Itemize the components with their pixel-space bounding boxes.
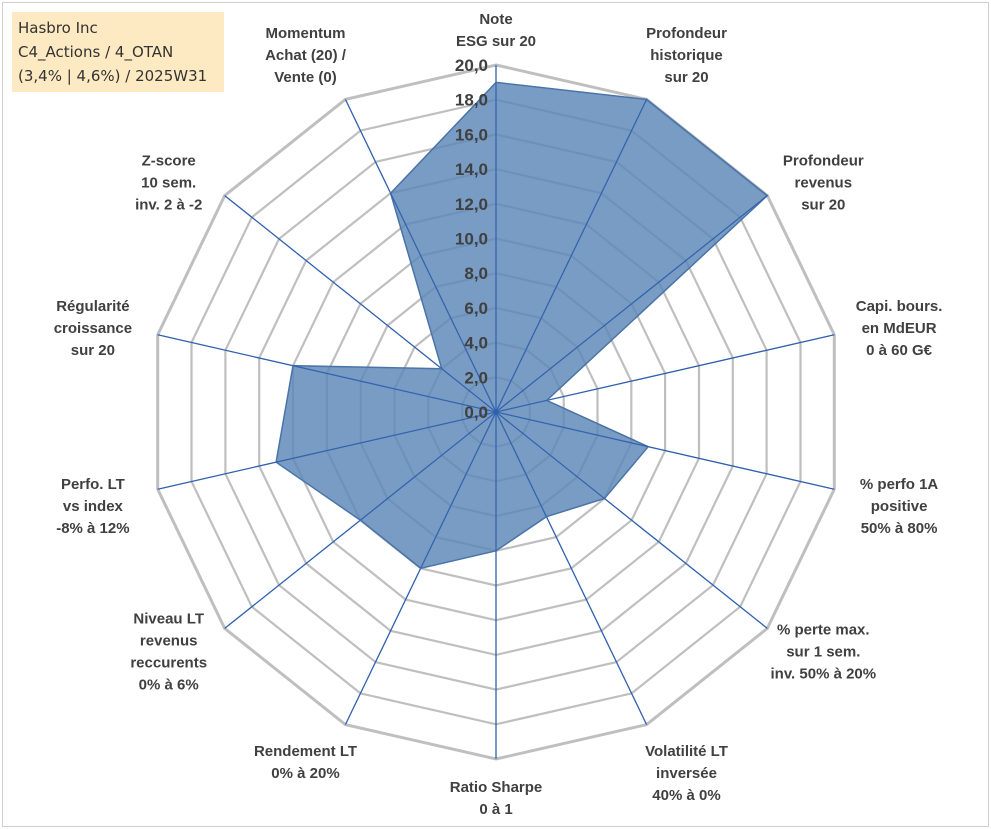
header-legend: Hasbro Inc C4_Actions / 4_OTAN (3,4% | 4… bbox=[12, 12, 224, 92]
axis-label-3: Capi. bours. en MdEUR 0 à 60 G€ bbox=[856, 298, 943, 359]
axis-label-5: % perte max. sur 1 sem. inv. 50% à 20% bbox=[770, 621, 876, 682]
tick-label-10: 20,0 bbox=[455, 56, 488, 75]
axis-label-13-line-0: Momentum bbox=[266, 25, 346, 42]
axis-label-8-line-0: Rendement LT bbox=[254, 743, 357, 760]
axis-label-10: Perfo. LT vs index -8% à 12% bbox=[56, 476, 129, 537]
period-info: (3,4% | 4,6%) / 2025W31 bbox=[18, 67, 208, 85]
axis-label-2-line-2: sur 20 bbox=[801, 197, 845, 214]
series-spoke-11 bbox=[292, 365, 497, 413]
axis-label-11-line-2: sur 20 bbox=[71, 342, 115, 359]
tick-label-0: 0,0 bbox=[464, 403, 488, 422]
axis-label-1-line-0: Profondeur bbox=[646, 25, 727, 42]
tick-label-4: 8,0 bbox=[464, 264, 488, 283]
axis-label-3-line-2: 0 à 60 G€ bbox=[866, 342, 933, 359]
axis-label-11-line-0: Régularité bbox=[56, 298, 129, 315]
series-spoke-13 bbox=[390, 192, 497, 413]
axis-label-12: Z-score 10 sem. inv. 2 à -2 bbox=[135, 153, 202, 214]
axis-label-12-line-2: inv. 2 à -2 bbox=[135, 197, 202, 214]
series-spoke-10 bbox=[275, 411, 497, 463]
tick-label-3: 6,0 bbox=[464, 299, 488, 318]
axis-label-6-line-0: Volatilité LT bbox=[645, 743, 728, 760]
axis-label-7-line-1: 0 à 1 bbox=[479, 801, 512, 818]
axis-label-12-line-0: Z-score bbox=[142, 153, 196, 170]
axis-label-5-line-2: inv. 50% à 20% bbox=[770, 665, 876, 682]
axis-label-0: Note ESG sur 20 bbox=[456, 11, 536, 50]
axis-spoke-3 bbox=[495, 334, 835, 413]
data-series bbox=[275, 81, 769, 570]
axis-label-9-line-1: revenus bbox=[140, 632, 198, 649]
axis-label-7-line-0: Ratio Sharpe bbox=[450, 779, 543, 796]
axis-label-6-line-1: inversée bbox=[656, 765, 717, 782]
axis-label-6-line-2: 40% à 0% bbox=[652, 787, 720, 804]
axis-labels: Note ESG sur 20 Profondeur historique sur 20… bbox=[54, 11, 943, 818]
axis-label-3-line-1: en MdEUR bbox=[862, 320, 937, 337]
axis-label-9-line-3: 0% à 6% bbox=[139, 676, 199, 693]
series-spoke-6 bbox=[495, 411, 547, 517]
axis-label-11-line-1: croissance bbox=[54, 320, 132, 337]
axis-label-0-line-1: ESG sur 20 bbox=[456, 33, 536, 50]
series-spoke-2 bbox=[495, 195, 768, 413]
series-spoke-9 bbox=[360, 411, 497, 521]
tick-label-5: 10,0 bbox=[455, 230, 488, 249]
axis-label-0-line-0: Note bbox=[479, 11, 512, 28]
axis-label-9-line-0: Niveau LT bbox=[133, 610, 204, 627]
axis-label-4-line-0: % perfo 1A bbox=[860, 476, 939, 493]
portfolio-category: C4_Actions / 4_OTAN bbox=[18, 43, 174, 61]
axis-label-10-line-2: -8% à 12% bbox=[56, 520, 129, 537]
axis-label-13-line-1: Achat (20) / bbox=[265, 47, 347, 64]
axis-label-1: Profondeur historique sur 20 bbox=[646, 25, 727, 86]
series-spoke-1 bbox=[495, 99, 648, 413]
axis-label-8-line-1: 0% à 20% bbox=[271, 765, 339, 782]
axis-label-2-line-0: Profondeur bbox=[783, 153, 864, 170]
tick-label-2: 4,0 bbox=[464, 334, 488, 353]
axis-label-13-line-2: Vente (0) bbox=[274, 69, 337, 86]
tick-label-8: 16,0 bbox=[455, 125, 488, 144]
axis-label-4: % perfo 1A positive 50% à 80% bbox=[860, 476, 939, 537]
axis-label-8: Rendement LT 0% à 20% bbox=[254, 743, 357, 782]
series-spoke-4 bbox=[495, 411, 649, 448]
axis-label-4-line-1: positive bbox=[871, 498, 928, 515]
axis-label-6: Volatilité LT inversée 40% à 0% bbox=[645, 743, 728, 804]
axis-label-9-line-2: reccurents bbox=[130, 654, 207, 671]
axis-label-3-line-0: Capi. bours. bbox=[856, 298, 943, 315]
tick-label-6: 12,0 bbox=[455, 195, 488, 214]
tick-label-9: 18,0 bbox=[455, 91, 488, 110]
axis-label-7: Ratio Sharpe 0 à 1 bbox=[450, 779, 543, 818]
tick-labels: 0,0 2,0 4,0 6,0 8,0 10,0 12,0 14,0 16,0 18,0 20,0 bbox=[455, 56, 488, 422]
axis-label-5-line-0: % perte max. bbox=[777, 621, 870, 638]
series-spoke-5 bbox=[495, 411, 605, 499]
axis-label-2-line-1: revenus bbox=[795, 175, 853, 192]
axis-label-11: Régularité croissance sur 20 bbox=[54, 298, 132, 359]
axis-label-2: Profondeur revenus sur 20 bbox=[783, 153, 864, 214]
axis-label-1-line-1: historique bbox=[650, 47, 723, 64]
series-spoke-8 bbox=[420, 411, 497, 569]
series-spoke-3 bbox=[495, 399, 547, 413]
axis-label-10-line-1: vs index bbox=[63, 498, 124, 515]
axis-label-12-line-1: 10 sem. bbox=[141, 175, 196, 192]
axis-label-5-line-1: sur 1 sem. bbox=[786, 643, 860, 660]
tick-label-1: 2,0 bbox=[464, 368, 488, 387]
company-name: Hasbro Inc bbox=[18, 19, 98, 37]
axis-label-13: Momentum Achat (20) / Vente (0) bbox=[265, 25, 347, 86]
series-spoke-12 bbox=[441, 368, 497, 413]
axis-label-4-line-2: 50% à 80% bbox=[861, 520, 938, 537]
tick-label-7: 14,0 bbox=[455, 160, 488, 179]
axis-label-1-line-2: sur 20 bbox=[664, 69, 708, 86]
axis-label-9: Niveau LT revenus reccurents 0% à 6% bbox=[130, 610, 207, 693]
axis-label-10-line-0: Perfo. LT bbox=[61, 476, 125, 493]
